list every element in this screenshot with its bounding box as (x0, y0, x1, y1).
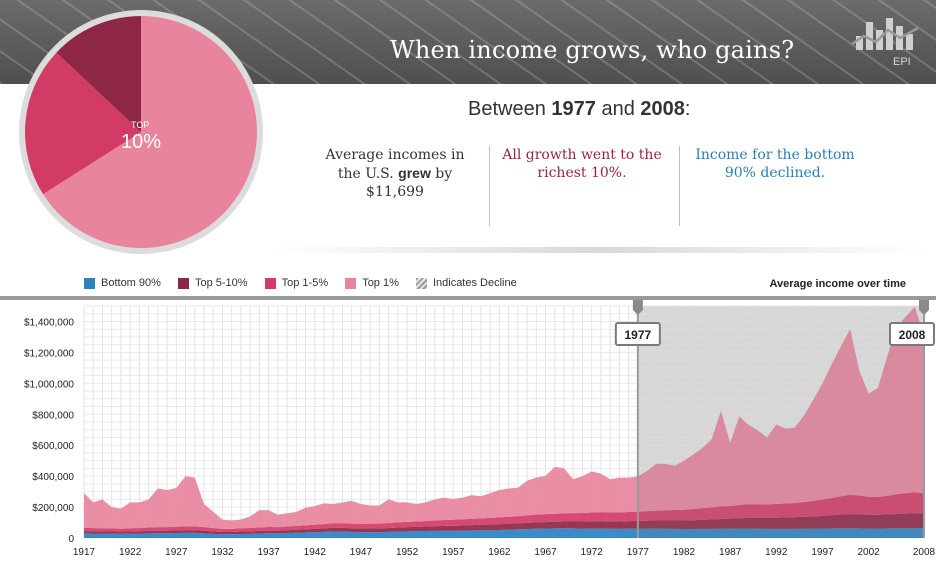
marker-label: 1977 (624, 328, 651, 342)
x-tick-label: 1952 (396, 547, 419, 558)
y-tick-label: $200,000 (32, 503, 74, 514)
x-tick-label: 1982 (673, 547, 696, 558)
x-tick-label: 1992 (765, 547, 788, 558)
x-tick-label: 1922 (119, 547, 142, 558)
fact-top10-growth: All growth went to the richest 10%. (502, 147, 662, 181)
y-tick-label: $1,200,000 (24, 348, 74, 359)
pie-slice (43, 16, 258, 248)
area-series (84, 306, 924, 529)
area-series (84, 528, 924, 538)
y-tick-label: $400,000 (32, 472, 74, 483)
legend-item-top1[interactable]: Top 1% (345, 277, 399, 289)
page-title: When income grows, who gains? (390, 36, 795, 64)
area-series (84, 513, 924, 535)
x-tick-label: 1972 (581, 547, 604, 558)
chart-mode-label: Average income over time (769, 278, 906, 290)
legend-item-top5-10[interactable]: Top 5-10% (177, 277, 248, 289)
pie-slice (24, 52, 141, 195)
legend-swatch (264, 277, 276, 289)
x-tick-label: 1957 (442, 547, 465, 558)
marker-box (614, 322, 661, 346)
x-tick-label: 1937 (257, 547, 280, 558)
x-tick-label: 1927 (165, 547, 188, 558)
y-tick-label: 0 (68, 534, 74, 545)
y-tick-label: $600,000 (32, 441, 74, 452)
chart-legend: Bottom 90% Top 5-10% Top 1-5% Top 1% Ind… (84, 277, 531, 292)
fact-bottom90-decline: Income for the bottom 90% declined. (695, 147, 855, 181)
pie-slice (56, 16, 142, 132)
legend-swatch (345, 277, 357, 289)
pie-label-small: TOP (131, 120, 150, 130)
section-shadow (270, 247, 930, 253)
summary-heading: Between 1977 and 2008: (468, 98, 691, 120)
x-tick-label: 1997 (811, 547, 834, 558)
x-tick-label: 1962 (488, 547, 511, 558)
end-year: 2008 (640, 98, 685, 120)
x-tick-label: 1987 (719, 547, 742, 558)
legend-item-top1-5[interactable]: Top 1-5% (264, 277, 328, 289)
x-tick-label: 1977 (627, 547, 650, 558)
divider (679, 146, 680, 226)
start-year: 1977 (551, 98, 596, 120)
x-tick-label: 1917 (73, 547, 96, 558)
bar-chart-logo-icon (851, 18, 919, 50)
area-series (84, 492, 924, 532)
x-tick-label: 2008 (913, 547, 936, 558)
marker-label: 2008 (899, 328, 926, 342)
highlight-overlay (637, 306, 924, 538)
legend-swatch (177, 277, 189, 289)
y-tick-label: $800,000 (32, 410, 74, 421)
pie-label-big: 10% (121, 131, 162, 153)
legend-item-bottom90[interactable]: Bottom 90% (84, 277, 161, 289)
legend-swatch (84, 277, 95, 289)
legend-item-decline[interactable]: Indicates Decline (415, 277, 517, 289)
marker-handle (632, 300, 643, 315)
marker-box (889, 322, 935, 346)
top10-pie-chart (19, 10, 263, 254)
income-area-chart: 0 $200,000 $400,000 $600,000 $800,000 $1,000,… (0, 296, 936, 558)
divider (489, 146, 490, 226)
x-tick-label: 1967 (534, 547, 557, 558)
y-tick-label: $1,400,000 (24, 317, 74, 328)
logo-text: EPI (893, 56, 911, 68)
fact-average-income: Average incomes in the U.S. grew by $11,… (325, 147, 465, 200)
x-tick-label: 1942 (304, 547, 327, 558)
top-rule (0, 296, 936, 300)
marker-handle (919, 300, 929, 315)
y-tick-label: $1,000,000 (24, 379, 74, 390)
x-tick-label: 2002 (857, 547, 880, 558)
x-tick-label: 1947 (350, 547, 373, 558)
x-tick-label: 1932 (211, 547, 234, 558)
hatch-swatch (415, 277, 427, 289)
